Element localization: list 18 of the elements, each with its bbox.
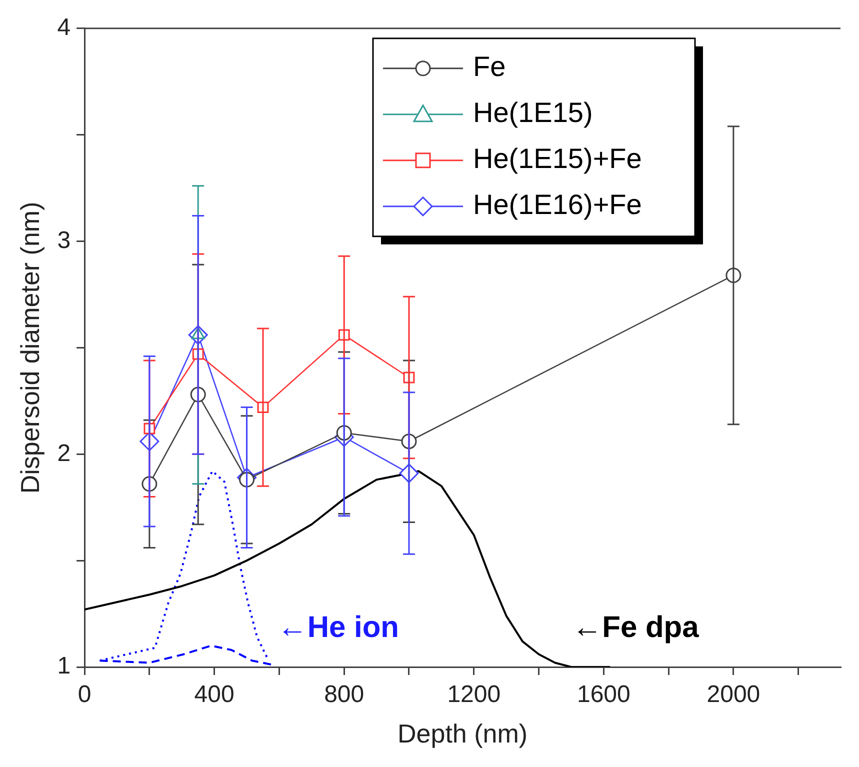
x-tick-label: 1200 — [447, 681, 501, 708]
x-tick-label: 1600 — [576, 681, 630, 708]
annotation: ←Fe dpa — [572, 610, 700, 644]
annotation: ←He ion — [277, 610, 399, 644]
legend-label: He(1E16)+Fe — [472, 189, 642, 220]
y-tick-label: 2 — [57, 440, 71, 467]
x-tick-label: 0 — [78, 681, 92, 708]
x-tick-label: 800 — [324, 681, 364, 708]
x-tick-label: 2000 — [706, 681, 760, 708]
legend-label: He(1E15) — [472, 97, 593, 128]
y-axis-title: Dispersoid diameter (nm) — [14, 202, 45, 494]
y-tick-label: 1 — [57, 652, 71, 680]
legend-label: He(1E15)+Fe — [472, 143, 642, 174]
y-tick-label: 4 — [57, 14, 71, 42]
y-tick-label: 3 — [57, 226, 71, 254]
legend-label: Fe — [472, 51, 506, 82]
x-axis-title: Depth (nm) — [398, 718, 528, 749]
x-tick-label: 400 — [194, 681, 234, 708]
